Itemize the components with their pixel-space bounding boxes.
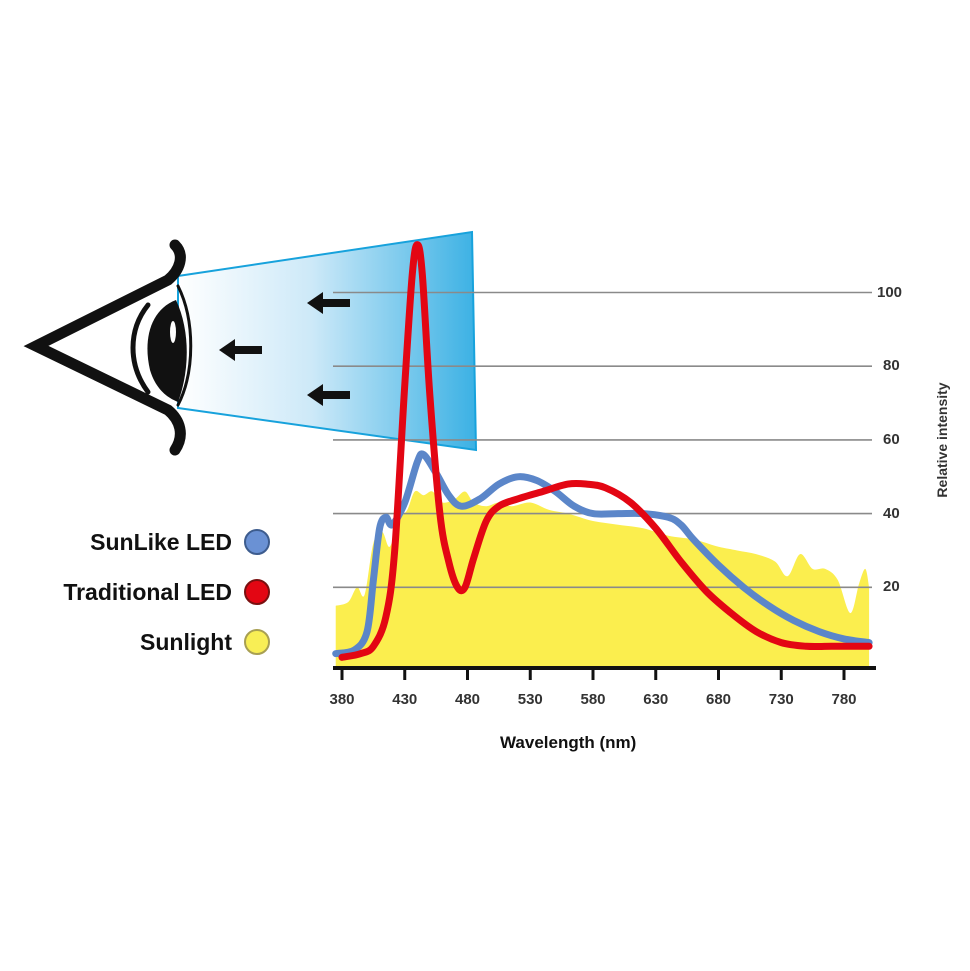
y-tick-label: 80 xyxy=(883,357,900,375)
x-axis-title: Wavelength (nm) xyxy=(500,733,637,752)
legend-label: Sunlight xyxy=(140,628,232,655)
x-tick-label: 430 xyxy=(392,691,418,708)
arrow-left-icon-2 xyxy=(219,339,262,361)
eye-icon xyxy=(23,239,193,456)
y-tick-label: 40 xyxy=(883,504,900,522)
legend-swatch-yellow xyxy=(244,629,270,655)
x-tick-label: 530 xyxy=(517,691,543,708)
y-axis-title: Relative intensity xyxy=(934,382,950,498)
x-tick-label: 480 xyxy=(454,691,481,708)
x-tick-label: 730 xyxy=(768,691,794,708)
y-tick-label: 100 xyxy=(877,283,903,301)
x-tick-label: 630 xyxy=(643,691,669,708)
sunlight-area-fill xyxy=(335,490,870,668)
x-tick-label: 680 xyxy=(705,691,732,708)
x-tick-label: 380 xyxy=(329,691,355,708)
y-tick-label: 60 xyxy=(883,430,900,448)
traditional-led-line xyxy=(338,241,873,661)
x-tick-label: 580 xyxy=(580,691,606,708)
series-lines xyxy=(332,241,873,661)
legend-swatch-blue xyxy=(244,529,270,555)
legend-swatch-red xyxy=(244,579,270,605)
sunlike-led-line xyxy=(332,450,873,658)
legend-label: SunLike LED xyxy=(90,528,232,555)
x-tick-label: 780 xyxy=(831,691,857,708)
legend-item-sunlight: Sunlight xyxy=(140,622,270,662)
legend-item-sunlike: SunLike LED xyxy=(90,522,270,562)
y-tick-label: 20 xyxy=(883,578,900,596)
legend-item-traditional: Traditional LED xyxy=(63,572,270,612)
x-axis xyxy=(333,666,876,680)
arrow-left-icon-3 xyxy=(307,384,350,406)
sunlight-area xyxy=(335,490,870,668)
legend-label: Traditional LED xyxy=(63,578,232,605)
arrow-left-icon-1 xyxy=(307,292,350,314)
